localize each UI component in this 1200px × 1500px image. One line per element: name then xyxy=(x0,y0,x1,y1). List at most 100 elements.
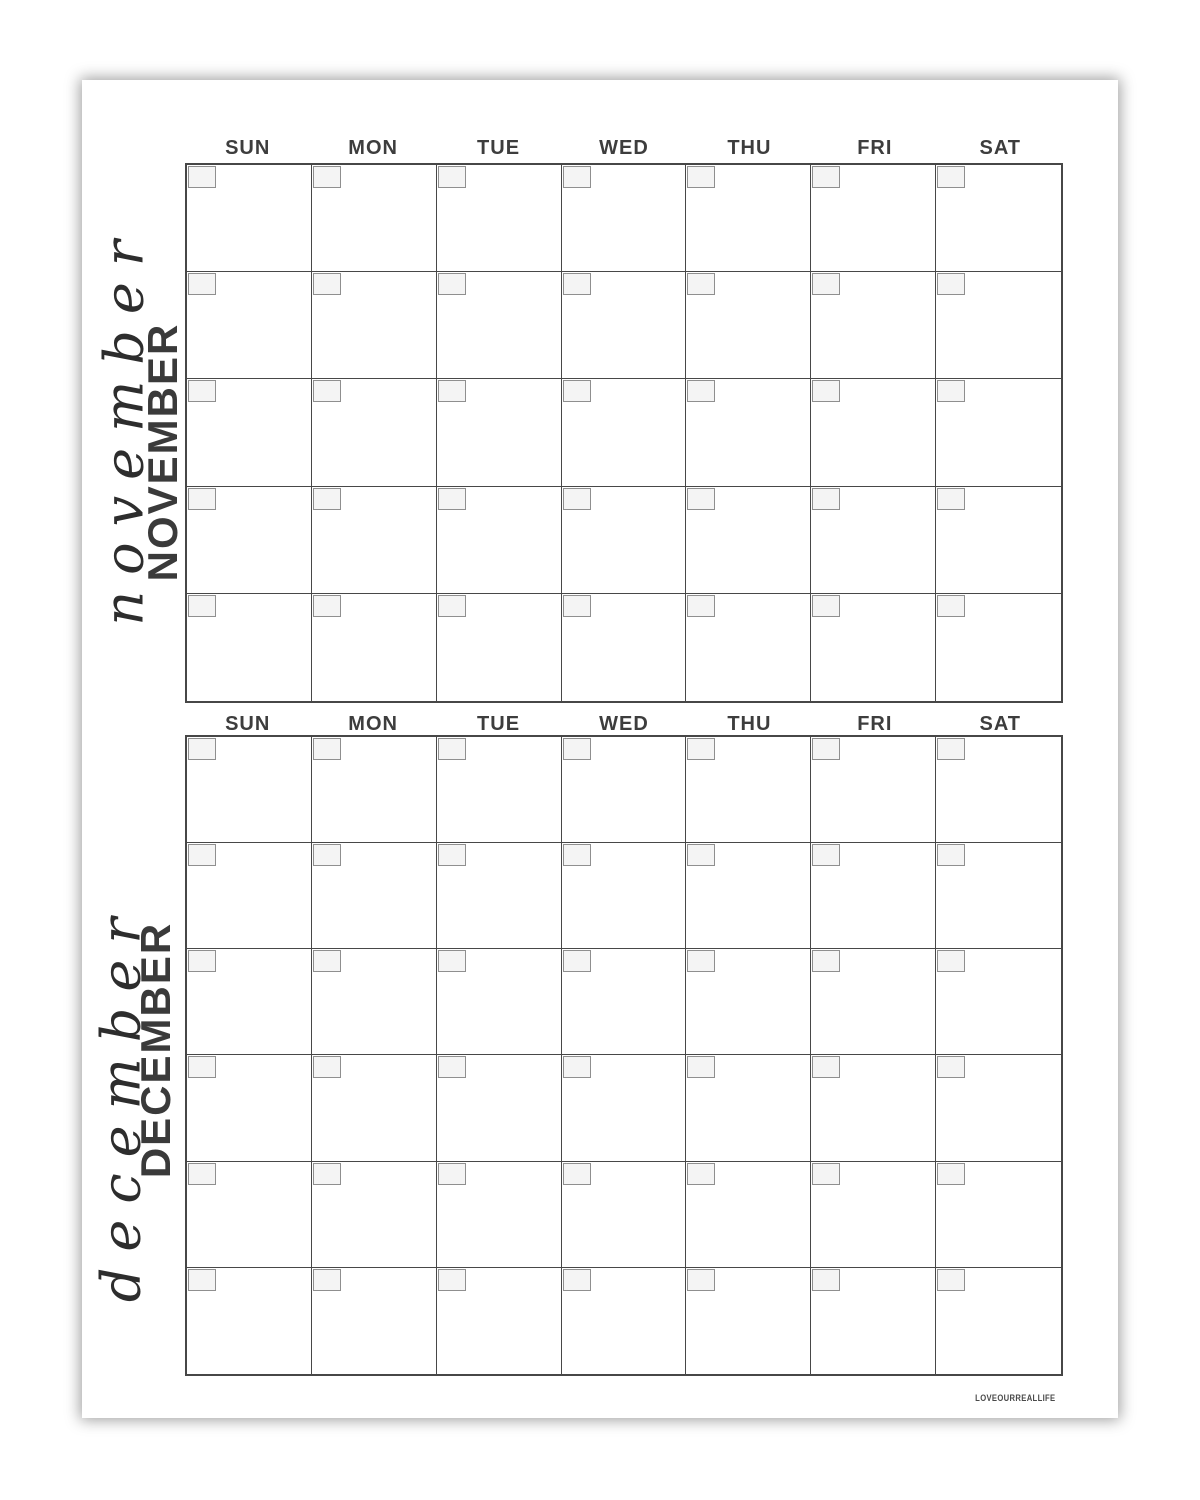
weekday-label: FRI xyxy=(857,713,893,735)
date-number-box xyxy=(937,844,966,867)
calendar-cell xyxy=(936,737,1061,844)
calendar-cell xyxy=(561,165,687,273)
date-number-box xyxy=(562,166,591,188)
date-number-box xyxy=(812,738,841,760)
date-number-box xyxy=(687,166,716,188)
calendar-cell xyxy=(187,272,312,380)
date-number-box xyxy=(687,380,716,403)
calendar-cell xyxy=(562,1267,687,1374)
calendar-cell xyxy=(561,949,687,1056)
calendar-cell xyxy=(311,486,437,594)
weekday-label: TUE xyxy=(477,713,521,735)
calendar-cell xyxy=(936,165,1061,273)
calendar-cell xyxy=(311,843,437,950)
date-number-box xyxy=(188,166,216,188)
calendar-cell xyxy=(187,1267,312,1374)
date-number-box xyxy=(937,1268,966,1291)
calendar-cell xyxy=(187,949,312,1056)
date-number-box xyxy=(437,380,466,403)
date-number-box xyxy=(188,844,216,867)
date-number-box xyxy=(937,1056,966,1079)
calendar-cell xyxy=(436,1055,562,1162)
calendar-cell xyxy=(686,1055,812,1162)
date-number-box xyxy=(437,1056,466,1079)
date-number-box xyxy=(188,950,216,973)
date-number-box xyxy=(812,1268,841,1291)
date-number-box xyxy=(812,380,841,403)
calendar-cell xyxy=(561,1161,687,1268)
calendar-cell xyxy=(436,486,562,594)
date-number-box xyxy=(937,950,966,973)
calendar-cell xyxy=(811,486,937,594)
calendar-cell xyxy=(936,487,1061,594)
calendar-cell xyxy=(811,1055,937,1162)
calendar-cell xyxy=(936,272,1061,380)
date-number-box xyxy=(687,1056,716,1079)
calendar-cell xyxy=(811,272,937,380)
calendar-cell xyxy=(187,1055,312,1162)
calendar-cell xyxy=(311,737,437,844)
calendar-cell xyxy=(686,593,812,701)
calendar-cell xyxy=(936,379,1061,487)
date-number-box xyxy=(937,1162,966,1185)
date-number-box xyxy=(312,273,341,296)
calendar-cell xyxy=(561,379,687,487)
november-month-label: NOVEMBER xyxy=(139,322,186,582)
date-number-box xyxy=(562,738,591,760)
date-number-box xyxy=(188,380,216,403)
date-number-box xyxy=(188,273,216,296)
date-number-box xyxy=(437,1268,466,1291)
calendar-cell xyxy=(811,379,937,487)
calendar-cell xyxy=(811,949,937,1056)
date-number-box xyxy=(687,1162,716,1185)
date-number-box xyxy=(312,738,341,760)
calendar-cell xyxy=(311,1161,437,1268)
weekday-label: MON xyxy=(348,137,398,159)
date-number-box xyxy=(312,166,341,188)
date-number-box xyxy=(312,1056,341,1079)
date-number-box xyxy=(812,950,841,973)
calendar-cell xyxy=(936,949,1061,1056)
date-number-box xyxy=(687,273,716,296)
date-number-box xyxy=(562,380,591,403)
calendar-cell xyxy=(936,1268,1061,1374)
calendar-cell xyxy=(187,737,312,844)
weekday-label: SAT xyxy=(979,137,1021,159)
calendar-cell xyxy=(187,843,312,950)
date-number-box xyxy=(812,1056,841,1079)
date-number-box xyxy=(437,1162,466,1185)
calendar-cell xyxy=(436,272,562,380)
date-number-box xyxy=(937,273,966,296)
date-number-box xyxy=(188,594,216,617)
calendar-cell xyxy=(561,1055,687,1162)
date-number-box xyxy=(687,844,716,867)
calendar-cell xyxy=(561,737,687,844)
calendar-cell xyxy=(187,165,312,273)
calendar-cell xyxy=(311,165,437,273)
calendar-cell xyxy=(811,737,937,844)
calendar-cell xyxy=(561,486,687,594)
date-number-box xyxy=(562,1162,591,1185)
calendar-cell xyxy=(436,737,562,844)
december-calendar-grid xyxy=(185,735,1063,1376)
calendar-cell xyxy=(936,843,1061,950)
date-number-box xyxy=(188,738,216,760)
calendar-cell xyxy=(187,486,312,594)
calendar-cell xyxy=(686,379,812,487)
date-number-box xyxy=(687,738,716,760)
weekday-label: THU xyxy=(727,713,772,735)
date-number-box xyxy=(937,738,966,760)
calendar-cell xyxy=(312,593,437,701)
calendar-cell xyxy=(811,1161,937,1268)
calendar-cell xyxy=(936,594,1061,701)
date-number-box xyxy=(812,487,841,510)
calendar-cell xyxy=(811,165,937,273)
date-number-box xyxy=(312,594,341,617)
date-number-box xyxy=(812,273,841,296)
date-number-box xyxy=(188,1268,216,1291)
date-number-box xyxy=(812,594,841,617)
calendar-cell xyxy=(312,1267,437,1374)
date-number-box xyxy=(437,166,466,188)
calendar-cell xyxy=(561,272,687,380)
date-number-box xyxy=(562,594,591,617)
